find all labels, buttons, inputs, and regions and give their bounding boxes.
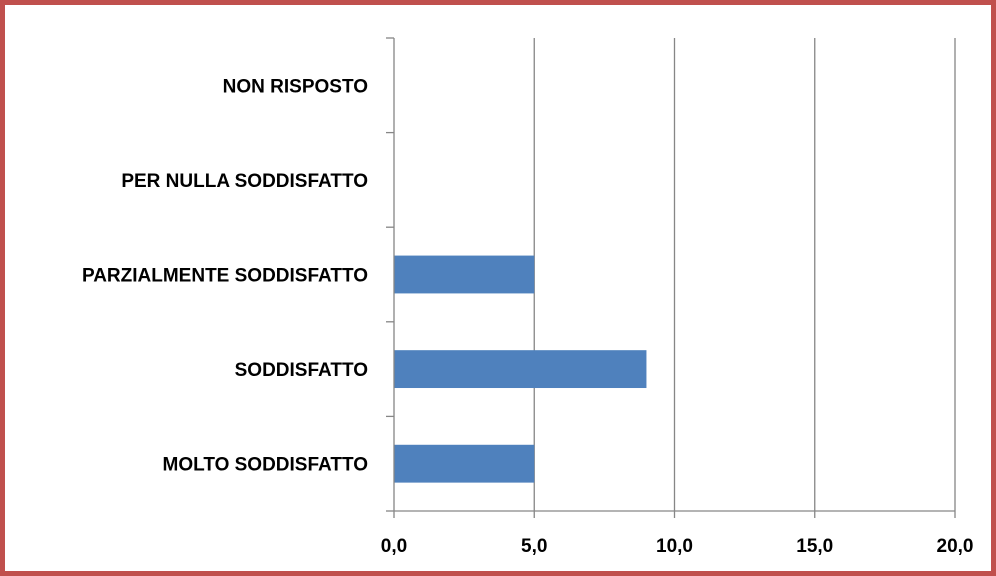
category-label: PER NULLA SODDISFATTO	[121, 171, 368, 192]
x-tick-label: 20,0	[937, 536, 974, 557]
x-tick-label: 15,0	[796, 536, 833, 557]
bar-chart: NON RISPOSTO PER NULLA SODDISFATTO PARZIAL…	[82, 37, 974, 557]
bar-4	[394, 444, 535, 483]
category-label: NON RISPOSTO	[223, 76, 368, 97]
x-tick-label: 5,0	[521, 536, 547, 557]
category-label: MOLTO SODDISFATTO	[163, 455, 368, 476]
x-tick-label: 10,0	[656, 536, 693, 557]
category-label: SODDISFATTO	[235, 360, 368, 381]
x-tick-label: 0,0	[381, 536, 407, 557]
bar-2	[394, 255, 535, 294]
bar-3	[394, 350, 647, 389]
category-label: PARZIALMENTE SODDISFATTO	[82, 266, 368, 287]
